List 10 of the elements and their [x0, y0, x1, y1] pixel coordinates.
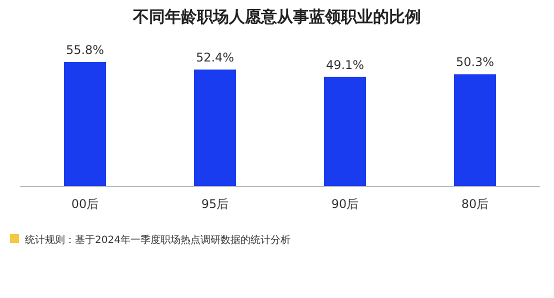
x-tick-label: 80后	[461, 197, 489, 211]
text: 统计规则：基于2024年一季度职场热点调研数据的统计分析	[25, 234, 290, 246]
x-tick-label: 00后	[71, 197, 99, 211]
data-label: 52.4%	[196, 50, 234, 65]
x-tick-label: 95后	[201, 197, 229, 211]
chart-title: 不同年龄职场人愿意从事蓝领职业的比例	[132, 7, 421, 26]
data-label: 55.8%	[66, 43, 104, 57]
data-label: 50.3%	[456, 55, 494, 70]
x-tick-label: 90后	[331, 197, 359, 211]
data-label: 49.1%	[326, 58, 364, 72]
